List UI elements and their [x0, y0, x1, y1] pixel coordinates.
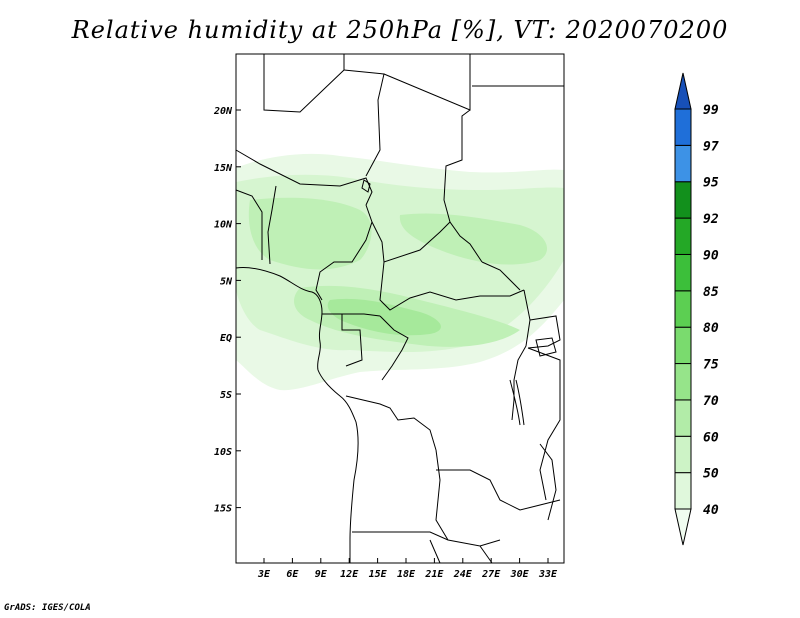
lake-chad	[361, 179, 371, 193]
colorbar-segment	[674, 399, 692, 437]
colorbar-segment	[674, 217, 692, 255]
border-car-sudan	[481, 261, 521, 291]
lat-label: 5S	[220, 390, 232, 401]
border-tanzania	[527, 347, 561, 501]
longitude-axis: 3E 6E 9E 12E 15E 18E 21E 24E 27E 30E 33E	[257, 558, 558, 580]
colorbar-lower-arrow	[674, 508, 692, 546]
latitude-axis: 20N 15N 10N 5N EQ 5S 10S 15S	[213, 106, 241, 515]
border-niger-nigeria	[235, 149, 373, 206]
colorbar-label: 90	[703, 248, 719, 263]
colorbar-label: 60	[703, 430, 719, 445]
border-angola-namibia	[352, 531, 501, 547]
colorbar-segment	[674, 472, 692, 510]
lon-label: 27E	[481, 569, 501, 580]
lat-label: 5N	[220, 276, 233, 287]
colorbar-label: 50	[703, 467, 719, 482]
colorbar-label: 85	[703, 285, 719, 300]
border-south	[429, 539, 493, 564]
lon-label: 15E	[369, 569, 388, 580]
border-egypt-sudan	[443, 109, 483, 263]
colorbar-segment	[674, 435, 692, 474]
colorbar-label: 99	[703, 103, 719, 118]
colorbar-label: 70	[703, 394, 719, 409]
border-algeria-niger	[263, 54, 345, 113]
border-congo-drc	[379, 315, 409, 381]
coastline-west	[235, 267, 359, 563]
colorbar-segment	[674, 108, 692, 146]
border-angola-north	[345, 395, 437, 451]
colorbar-label: 80	[703, 321, 719, 336]
colorbar-upper-arrow	[674, 72, 692, 110]
lat-label: 15S	[214, 504, 232, 515]
lake-victoria	[535, 337, 557, 357]
border-chad-car	[371, 221, 451, 263]
lake-tanganyika	[509, 379, 525, 426]
lat-label: 10N	[214, 220, 233, 231]
lon-label: 30E	[510, 569, 530, 580]
humidity-shade-70	[327, 298, 441, 336]
colorbar: 40 50 60 70 75 80 85 90 92 95 97 99	[674, 72, 719, 546]
lat-label: 20N	[213, 106, 233, 117]
lon-label: 6E	[286, 569, 299, 580]
colorbar-label: 97	[703, 139, 719, 154]
colorbar-label: 92	[703, 212, 719, 227]
colorbar-segment	[674, 144, 692, 183]
map-frame	[235, 53, 565, 564]
humidity-shade-60	[248, 197, 372, 270]
border-cameroon-car	[379, 261, 525, 311]
border-libya-chad	[383, 54, 471, 111]
chart-title: Relative humidity at 250hPa [%], VT: 202…	[71, 16, 729, 44]
humidity-shade-60b	[399, 213, 548, 265]
colorbar-segment	[674, 363, 692, 401]
colorbar-label: 75	[703, 358, 719, 373]
lon-label: 18E	[397, 569, 416, 580]
lon-label: 9E	[315, 569, 328, 580]
grads-credit: GrADS: IGES/COLA	[4, 603, 91, 613]
humidity-shading	[236, 153, 564, 391]
border-burkina-benin	[235, 189, 263, 260]
lon-label: 21E	[424, 569, 444, 580]
border-uganda-kenya	[527, 315, 561, 349]
lon-label: 12E	[340, 569, 359, 580]
border-benin-nigeria	[267, 185, 277, 265]
border-niger-libya	[343, 69, 385, 177]
border-gabon-congo	[341, 314, 363, 367]
border-zambia-east	[436, 469, 561, 511]
colorbar-label: 95	[703, 176, 719, 191]
lon-label: 3E	[257, 569, 271, 580]
lat-label: 10S	[214, 447, 232, 458]
map-boundaries	[235, 54, 564, 564]
lon-label: 24E	[453, 569, 473, 580]
colorbar-segment	[674, 290, 692, 328]
lat-label: EQ	[220, 333, 232, 344]
lon-label: 33E	[538, 569, 558, 580]
colorbar-segment	[674, 326, 692, 365]
colorbar-label: 40	[703, 503, 719, 518]
lat-label: 15N	[214, 163, 233, 174]
border-angola-zambia	[435, 449, 449, 541]
colorbar-segment	[674, 253, 692, 292]
colorbar-segment	[674, 181, 692, 219]
border-nigeria-cameroon	[315, 204, 373, 301]
border-cameroon-gabon	[322, 313, 381, 317]
border-malawi	[539, 443, 557, 521]
